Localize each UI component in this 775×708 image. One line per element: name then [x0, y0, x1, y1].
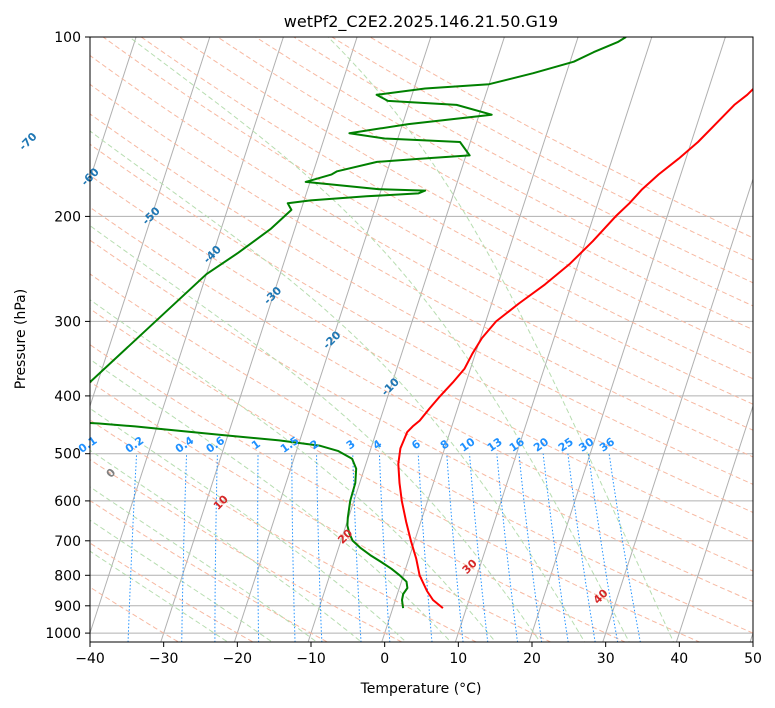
y-tick-label: 100: [54, 30, 81, 46]
temperature-profile-line: [397, 87, 753, 609]
isotherm-line: [160, 37, 358, 642]
moist-adiabat-line: [90, 299, 497, 642]
isotherm-line: [90, 37, 284, 635]
x-tick-label: 10: [449, 651, 467, 667]
isotherm-line: [528, 37, 726, 642]
isotherm-line: [602, 177, 753, 642]
y-axis-label: Pressure (hPa): [13, 289, 29, 389]
dry-adiabat-line: [90, 113, 753, 485]
y-tick-label: 800: [54, 568, 81, 584]
axis-ticks: −40 −30 −20 −10 0 10 20 30 40 50 100 200 300 400 500 60…: [45, 30, 762, 667]
y-tick-label: 500: [54, 447, 81, 463]
dry-adiabat-line: [90, 174, 753, 542]
reference-lines: [90, 37, 753, 642]
dry-adiabat-line: [90, 542, 254, 642]
isotherm-line: [90, 37, 211, 408]
isotherm-line: [381, 37, 579, 642]
x-tick-label: 20: [523, 651, 541, 667]
y-tick-label: 900: [54, 599, 81, 615]
moist-adiabat-line: [90, 358, 452, 642]
plot-frame: [89, 36, 754, 643]
x-tick-label: −30: [149, 651, 179, 667]
dry-adiabat-line: [90, 143, 753, 513]
dry-adiabat-line: [90, 54, 753, 431]
y-tick-label: 300: [54, 314, 81, 330]
series-lines: [90, 37, 753, 609]
y-tick-label: 400: [54, 389, 81, 405]
dry-adiabat-line: [90, 381, 552, 642]
y-tick-label: 1000: [45, 626, 81, 642]
x-tick-label: 50: [744, 651, 762, 667]
x-tick-label: 30: [597, 651, 615, 667]
x-axis-label: Temperature (°C): [360, 681, 482, 697]
isotherm-line: [233, 37, 432, 642]
isotherm-line: [90, 37, 137, 181]
dry-adiabat-line: [90, 586, 180, 642]
dry-adiabat-line: [90, 83, 753, 458]
x-tick-label: −10: [296, 651, 326, 667]
x-tick-label: 0: [380, 651, 389, 667]
dry-adiabat-line: [90, 239, 753, 603]
dewpoint-profile-line: [90, 37, 627, 609]
mixing-ratio-line: [214, 453, 218, 642]
y-tick-label: 700: [54, 534, 81, 550]
moist-adiabat-line: [90, 486, 318, 642]
x-tick-label: 40: [670, 651, 688, 667]
dry-adiabat-line: [292, 37, 753, 284]
moist-adiabat-line: [90, 130, 586, 642]
y-tick-label: 600: [54, 494, 81, 510]
isotherm-line: [675, 404, 753, 642]
mixing-ratio-line: [608, 453, 641, 642]
x-tick-label: −20: [223, 651, 253, 667]
moist-adiabat-line: [327, 37, 675, 642]
dry-adiabat-line: [90, 344, 627, 642]
x-tick-label: −40: [75, 651, 105, 667]
moist-adiabat-line: [90, 449, 363, 642]
moist-adiabat-line: [90, 407, 407, 642]
chart-title: wetPf2_C2E2.2025.146.21.50.G19: [284, 12, 558, 32]
mixing-ratio-line: [257, 453, 260, 642]
y-tick-label: 200: [54, 209, 81, 225]
isotherm-line: [307, 37, 505, 642]
dry-adiabat-line: [216, 37, 753, 331]
dry-adiabat-line: [90, 458, 403, 642]
dry-adiabat-line: [254, 37, 753, 307]
